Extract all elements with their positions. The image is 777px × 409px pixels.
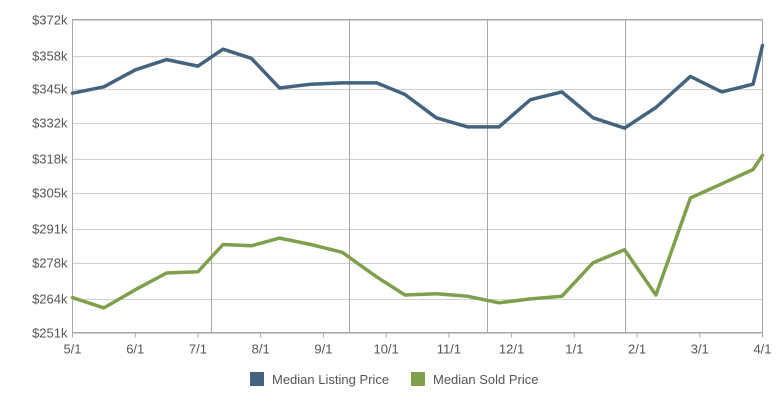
x-tick-label: 5/1 bbox=[63, 342, 81, 357]
x-tick-label: 7/1 bbox=[189, 342, 207, 357]
y-tick-label: $318k bbox=[32, 152, 68, 167]
median-sold-price-line bbox=[70, 153, 765, 310]
series-layer bbox=[70, 43, 765, 310]
x-tick-label: 11/1 bbox=[437, 342, 461, 357]
y-tick-label: $291k bbox=[32, 222, 68, 237]
y-tick-label: $345k bbox=[32, 82, 68, 97]
x-axis-ticks: 5/1 6/1 7/1 8/1 9/1 10/1 11/1 12/1 1/1 2/1 3/1 4/1 bbox=[63, 332, 772, 357]
x-tick-label: 9/1 bbox=[314, 342, 332, 357]
x-tick-label: 10/1 bbox=[373, 342, 398, 357]
grid bbox=[72, 19, 763, 334]
x-tick-label: 1/1 bbox=[565, 342, 583, 357]
y-tick-label: $251k bbox=[32, 326, 68, 341]
y-tick-label: $332k bbox=[32, 116, 68, 131]
y-tick-label: $358k bbox=[32, 49, 68, 64]
median-listing-price-line bbox=[70, 43, 765, 130]
legend: Median Listing Price Median Sold Price bbox=[250, 372, 539, 387]
y-tick-label: $264k bbox=[32, 292, 68, 307]
x-tick-label: 2/1 bbox=[628, 342, 646, 357]
legend-label: Median Listing Price bbox=[272, 372, 389, 387]
x-tick-label: 12/1 bbox=[499, 342, 524, 357]
legend-swatch bbox=[250, 372, 264, 386]
y-tick-label: $278k bbox=[32, 256, 68, 271]
x-tick-label: 6/1 bbox=[126, 342, 144, 357]
x-tick-label: 8/1 bbox=[252, 342, 270, 357]
legend-label: Median Sold Price bbox=[433, 372, 539, 387]
y-tick-label: $372k bbox=[32, 13, 68, 28]
y-tick-label: $305k bbox=[32, 186, 68, 201]
legend-swatch bbox=[411, 372, 425, 386]
x-tick-label: 3/1 bbox=[691, 342, 709, 357]
x-tick-label: 4/1 bbox=[753, 342, 771, 357]
y-axis-ticks: $372k $358k $345k $332k $318k $305k $291k $278k… bbox=[32, 13, 68, 341]
plot-frame bbox=[72, 19, 763, 333]
